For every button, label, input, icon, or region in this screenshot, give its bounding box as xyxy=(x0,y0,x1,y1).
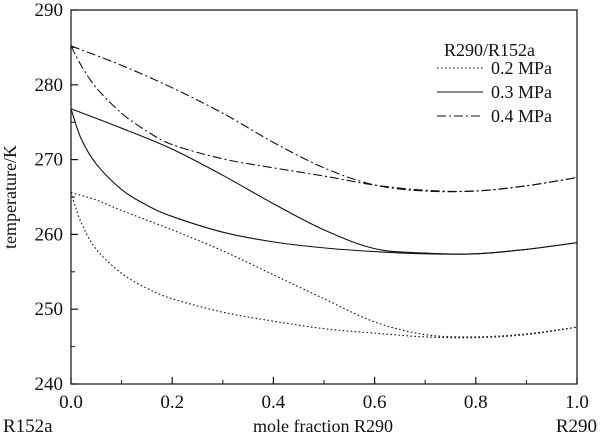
x-tick-label: 0.0 xyxy=(59,392,83,413)
series-layer xyxy=(70,45,578,339)
legend-entry-label: 0.2 MPa xyxy=(491,58,552,78)
series-line-0-2-mpa-dew xyxy=(70,191,578,338)
series-line-0-4-mpa-bubble xyxy=(70,45,578,192)
series-line-0-2-mpa-bubble xyxy=(70,192,578,339)
legend-title: R290/R152a xyxy=(444,40,535,60)
y-axis-label: temperature/K xyxy=(0,145,20,249)
x-axis-label: mole fraction R290 xyxy=(253,416,393,435)
legend: R290/R152a 0.2 MPa 0.3 MPa 0.4 MPa xyxy=(437,40,552,126)
y-tick-label: 280 xyxy=(35,75,64,96)
series-line-0-4-mpa-dew xyxy=(70,45,578,193)
x-end-label-left: R152a xyxy=(3,416,53,435)
y-tick-label: 290 xyxy=(35,0,64,21)
x-tick-label: 0.6 xyxy=(363,392,387,413)
y-tick-label: 260 xyxy=(35,224,64,245)
x-tick-label: 1.0 xyxy=(565,392,589,413)
x-tick-label: 0.4 xyxy=(262,392,286,413)
y-axis: 240 250 260 270 280 290 xyxy=(35,0,78,395)
x-tick-label: 0.8 xyxy=(464,392,488,413)
series-line-0-3-mpa-bubble xyxy=(70,108,578,255)
x-axis: 0.0 0.2 0.4 0.6 0.8 1.0 xyxy=(59,377,589,413)
y-tick-label: 270 xyxy=(35,150,64,171)
legend-entry-label: 0.3 MPa xyxy=(491,82,552,102)
x-end-label-right: R290 xyxy=(556,416,597,435)
y-tick-label: 240 xyxy=(35,374,64,395)
legend-entry-label: 0.4 MPa xyxy=(491,106,552,126)
legend-items: 0.2 MPa 0.3 MPa 0.4 MPa xyxy=(437,58,552,126)
x-tick-label: 0.2 xyxy=(160,392,184,413)
y-tick-label: 250 xyxy=(35,299,64,320)
